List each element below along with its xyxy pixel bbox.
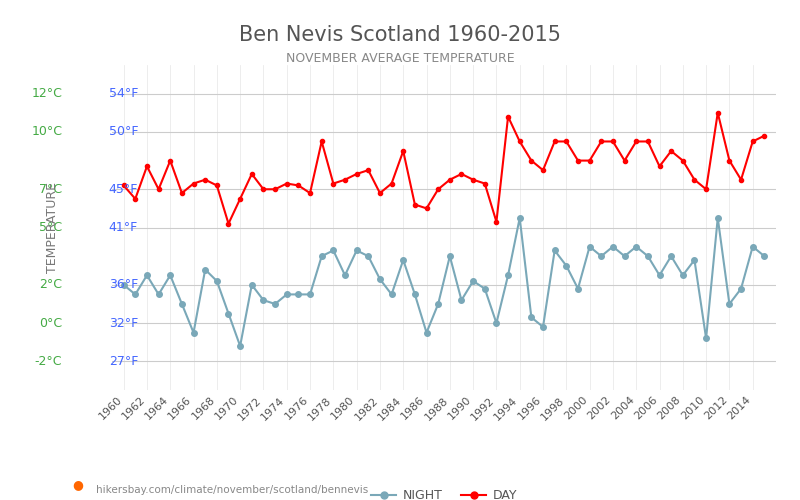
Text: -2°C: -2°C [34,355,62,368]
Text: 0°C: 0°C [39,316,62,330]
Text: 54°F: 54°F [109,87,138,100]
Text: 45°F: 45°F [109,183,138,196]
Text: 2°C: 2°C [39,278,62,291]
Legend: NIGHT, DAY: NIGHT, DAY [366,484,522,500]
Text: hikersbay.com/climate/november/scotland/bennevis: hikersbay.com/climate/november/scotland/… [96,485,368,495]
Text: Ben Nevis Scotland 1960-2015: Ben Nevis Scotland 1960-2015 [239,25,561,45]
Text: 7°C: 7°C [39,183,62,196]
Text: 41°F: 41°F [109,221,138,234]
Text: NOVEMBER AVERAGE TEMPERATURE: NOVEMBER AVERAGE TEMPERATURE [286,52,514,66]
Text: 10°C: 10°C [31,126,62,138]
Text: 12°C: 12°C [31,87,62,100]
Text: 50°F: 50°F [109,126,138,138]
Text: 32°F: 32°F [109,316,138,330]
Text: TEMPERATURE: TEMPERATURE [46,182,58,273]
Text: 27°F: 27°F [109,355,138,368]
Text: 5°C: 5°C [39,221,62,234]
Text: ●: ● [72,478,83,491]
Text: 36°F: 36°F [109,278,138,291]
